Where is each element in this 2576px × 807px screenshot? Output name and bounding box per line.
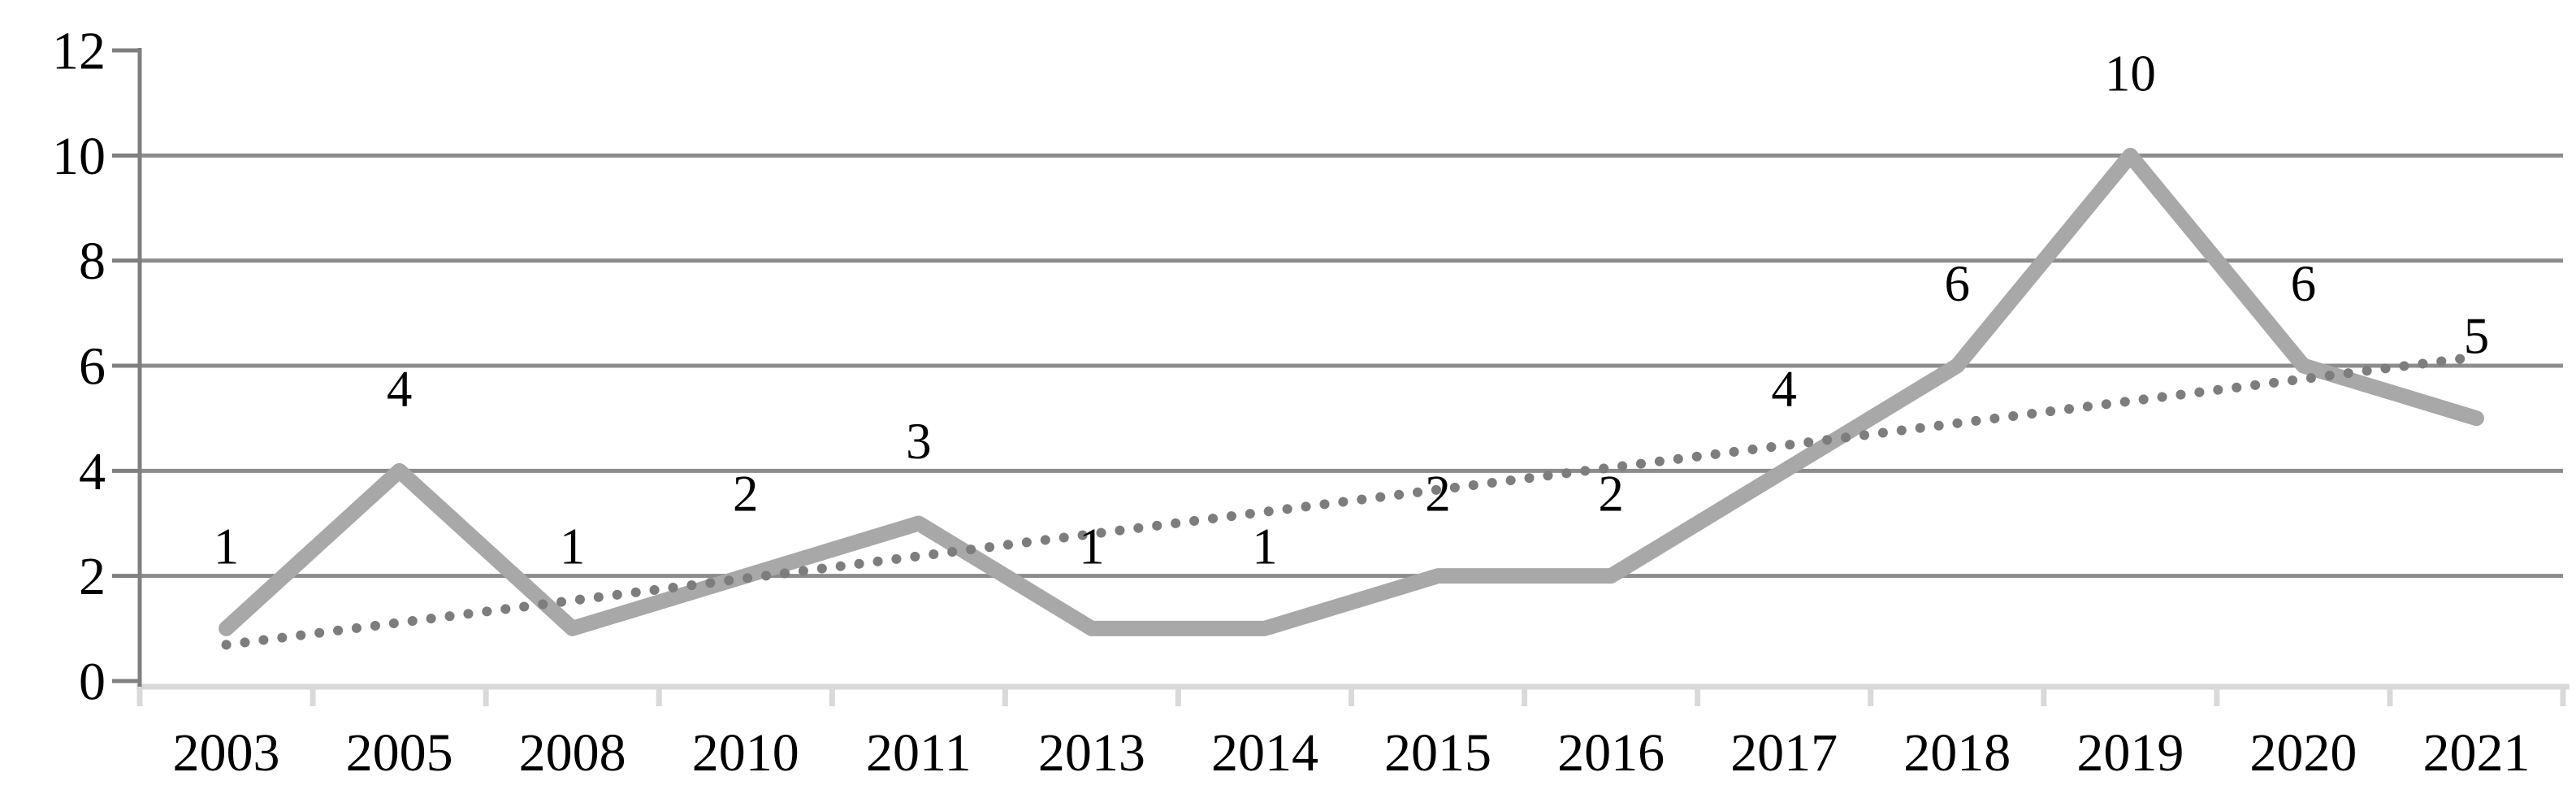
- data-point-label: 2: [733, 466, 759, 523]
- x-tick-label: 2015: [1384, 723, 1491, 783]
- x-tick-label: 2010: [692, 723, 799, 783]
- y-tick-label: 0: [79, 652, 106, 711]
- data-point-label: 2: [1598, 466, 1624, 523]
- data-point-label: 1: [1079, 518, 1105, 575]
- x-tick-label: 2021: [2422, 723, 2530, 783]
- data-point-label: 10: [2105, 45, 2156, 102]
- x-tick-label: 2016: [1557, 723, 1665, 783]
- y-tick-label: 6: [79, 336, 106, 396]
- data-point-label: 3: [906, 413, 932, 470]
- x-tick-label: 2019: [2076, 723, 2184, 783]
- y-tick-label: 12: [52, 21, 106, 80]
- y-tick-label: 10: [52, 127, 106, 186]
- data-point-label: 6: [2291, 255, 2317, 312]
- x-tick-label: 2020: [2249, 723, 2357, 783]
- data-point-label: 2: [1425, 466, 1451, 523]
- x-tick-label: 2013: [1038, 723, 1145, 783]
- x-tick-label: 2005: [346, 723, 453, 783]
- x-tick-label: 2011: [866, 723, 972, 783]
- x-tick-label: 2017: [1730, 723, 1838, 783]
- x-tick-label: 2003: [173, 723, 280, 783]
- x-tick-label: 2018: [1903, 723, 2011, 783]
- data-point-label: 4: [1771, 360, 1797, 417]
- y-tick-label: 8: [79, 232, 106, 291]
- data-point-label: 1: [1252, 518, 1278, 575]
- data-point-label: 1: [560, 518, 586, 575]
- x-tick-label: 2008: [519, 723, 626, 783]
- y-tick-label: 2: [79, 547, 106, 606]
- data-series-line: [219, 147, 2484, 636]
- data-point-label: 4: [387, 360, 413, 417]
- data-point-label: 5: [2464, 308, 2490, 365]
- data-point-label: 1: [214, 518, 240, 575]
- x-tick-label: 2014: [1211, 723, 1318, 783]
- y-tick-label: 4: [79, 442, 106, 501]
- trendline-dotted: [221, 352, 2482, 650]
- data-point-label: 6: [1945, 255, 1971, 312]
